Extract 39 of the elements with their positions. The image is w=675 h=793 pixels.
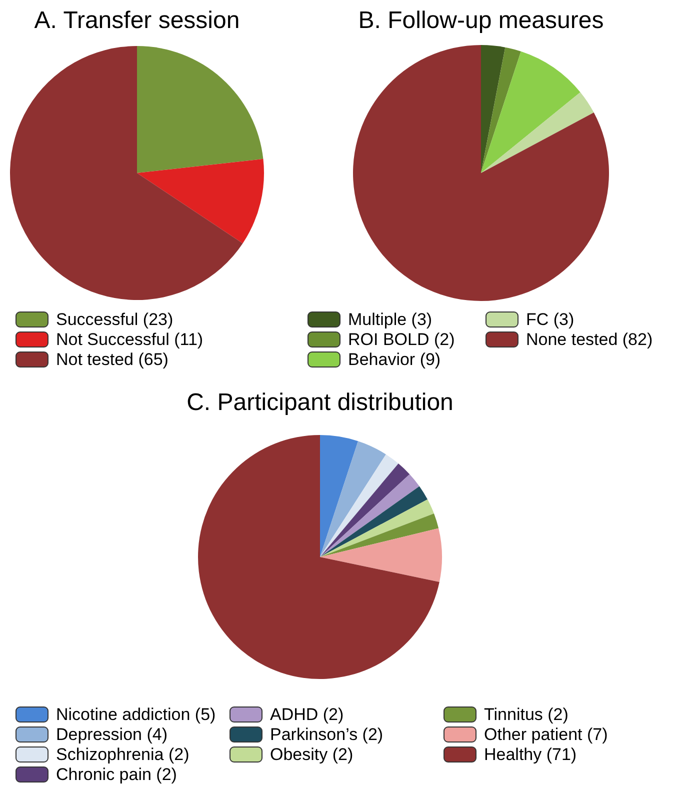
pie-slice bbox=[10, 46, 243, 300]
pie-slice bbox=[481, 92, 594, 173]
legend-label: Obesity (2) bbox=[270, 745, 354, 764]
legend-label: Depression (4) bbox=[56, 725, 168, 744]
legend-label: None tested (82) bbox=[526, 330, 653, 349]
chart-title: C. Participant distribution bbox=[186, 389, 454, 416]
legend-label: Other patient (7) bbox=[484, 725, 608, 744]
pie-slice bbox=[320, 528, 442, 582]
legend-label: Behavior (9) bbox=[348, 350, 441, 369]
legend-label: Tinnitus (2) bbox=[484, 705, 568, 724]
pie-slice bbox=[481, 47, 521, 173]
chart-title: B. Follow-up measures bbox=[358, 7, 604, 34]
pie-slice bbox=[137, 158, 264, 244]
pie-slice bbox=[320, 513, 439, 557]
legend-label: Multiple (3) bbox=[348, 310, 432, 329]
pie-slice bbox=[320, 441, 386, 557]
pie-slice bbox=[320, 464, 410, 557]
pie-slice bbox=[481, 45, 506, 173]
pie-slice bbox=[320, 435, 358, 557]
pie-slice bbox=[137, 46, 264, 173]
pie-slice bbox=[320, 499, 434, 557]
pie-slice bbox=[198, 435, 440, 679]
legend-label: Not Successful (11) bbox=[56, 330, 204, 349]
legend-label: ADHD (2) bbox=[270, 705, 344, 724]
pie-slice bbox=[320, 474, 420, 557]
legend-label: Nicotine addiction (5) bbox=[56, 705, 216, 724]
chart-title: A. Transfer session bbox=[34, 7, 240, 34]
legend-label: Successful (23) bbox=[56, 310, 174, 329]
pie-slice bbox=[481, 51, 580, 173]
pie-slice bbox=[353, 45, 609, 301]
legend-label: FC (3) bbox=[526, 310, 574, 329]
pie-slice bbox=[320, 486, 428, 557]
legend-label: ROI BOLD (2) bbox=[348, 330, 455, 349]
legend-label: Parkinson’s (2) bbox=[270, 725, 384, 744]
legend-label: Not tested (65) bbox=[56, 350, 168, 369]
legend-label: Schizophrenia (2) bbox=[56, 745, 190, 764]
legend-label: Chronic pain (2) bbox=[56, 765, 177, 784]
legend-label: Healthy (71) bbox=[484, 745, 577, 764]
pie-slice bbox=[320, 454, 398, 557]
